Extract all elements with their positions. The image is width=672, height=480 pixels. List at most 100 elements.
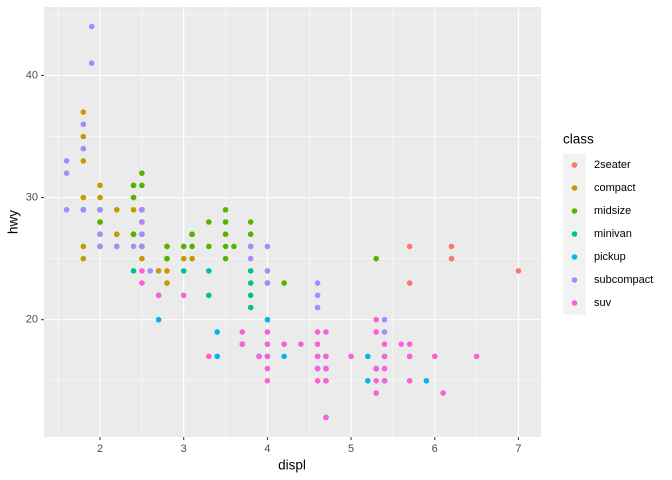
x-tick-label: 3 xyxy=(181,443,187,455)
point xyxy=(247,243,254,250)
x-tick-label: 2 xyxy=(97,443,103,455)
point xyxy=(139,182,145,189)
point xyxy=(130,206,137,213)
point xyxy=(264,378,271,384)
x-tick-label: 7 xyxy=(515,443,521,455)
x-tick-label: 5 xyxy=(348,443,354,455)
legend-label: 2seater xyxy=(594,159,631,171)
point xyxy=(88,60,95,66)
point xyxy=(256,353,262,360)
point xyxy=(423,378,430,384)
point xyxy=(206,268,212,274)
point xyxy=(97,194,103,201)
point xyxy=(440,390,446,396)
point xyxy=(139,280,145,286)
point xyxy=(264,280,271,286)
point xyxy=(348,353,354,360)
point xyxy=(206,353,212,360)
point xyxy=(206,243,212,250)
point xyxy=(264,365,271,372)
point xyxy=(373,390,379,396)
legend-marker xyxy=(571,231,578,237)
point xyxy=(88,23,95,30)
point xyxy=(80,121,87,128)
point xyxy=(139,219,145,225)
legend-marker xyxy=(571,185,578,191)
point xyxy=(406,243,413,250)
point xyxy=(323,378,329,384)
x-axis-title: displ xyxy=(278,458,306,473)
point xyxy=(314,365,321,372)
point xyxy=(247,255,254,262)
point xyxy=(314,304,321,311)
point xyxy=(97,243,103,250)
point xyxy=(373,329,379,335)
point xyxy=(164,268,170,274)
point xyxy=(314,341,321,347)
point xyxy=(222,206,229,213)
point xyxy=(63,158,70,164)
legend-marker xyxy=(571,277,578,283)
legend-label: minivan xyxy=(594,228,632,240)
point xyxy=(373,255,379,262)
point xyxy=(515,268,522,274)
point xyxy=(314,378,321,384)
point xyxy=(373,378,379,384)
point xyxy=(264,341,271,347)
legend: 2seater compact midsize minivan pickup subcom… xyxy=(563,153,653,315)
y-tick-label: 30 xyxy=(26,191,38,203)
point xyxy=(247,304,254,311)
point xyxy=(97,231,103,238)
x-tick-label: 6 xyxy=(432,443,438,455)
point xyxy=(80,243,87,250)
point xyxy=(222,219,229,225)
point xyxy=(381,329,388,335)
y-axis-title: hwy xyxy=(6,210,21,234)
point xyxy=(222,255,229,262)
point xyxy=(130,182,137,189)
point xyxy=(239,341,246,347)
point xyxy=(323,329,329,335)
legend-label: midsize xyxy=(594,205,631,217)
legend-label: pickup xyxy=(594,251,626,263)
point xyxy=(448,255,455,262)
point xyxy=(373,316,379,323)
point xyxy=(448,243,455,250)
legend-label: subcompact xyxy=(594,274,653,286)
point xyxy=(264,268,271,274)
point xyxy=(130,231,137,238)
point xyxy=(139,255,145,262)
point xyxy=(214,353,220,360)
grid xyxy=(44,7,541,437)
point xyxy=(281,280,287,286)
point xyxy=(381,316,388,323)
point xyxy=(247,231,254,238)
point xyxy=(247,219,254,225)
point xyxy=(323,414,329,421)
point xyxy=(264,243,271,250)
point xyxy=(97,182,103,189)
point xyxy=(381,365,388,372)
point xyxy=(381,341,388,347)
point xyxy=(473,353,480,360)
point xyxy=(239,329,246,335)
point xyxy=(431,353,438,360)
point xyxy=(231,243,237,250)
point xyxy=(139,243,145,250)
point xyxy=(281,353,287,360)
point xyxy=(180,255,187,262)
point xyxy=(147,268,154,274)
point xyxy=(264,316,271,323)
point xyxy=(63,206,70,213)
point xyxy=(164,280,170,286)
legend-marker xyxy=(571,254,578,260)
point xyxy=(373,365,379,372)
point xyxy=(381,378,388,384)
point xyxy=(247,268,254,274)
legend-label: compact xyxy=(594,182,636,194)
point xyxy=(139,231,145,238)
point xyxy=(164,255,170,262)
point xyxy=(206,292,212,299)
y-tick-label: 40 xyxy=(26,69,38,81)
